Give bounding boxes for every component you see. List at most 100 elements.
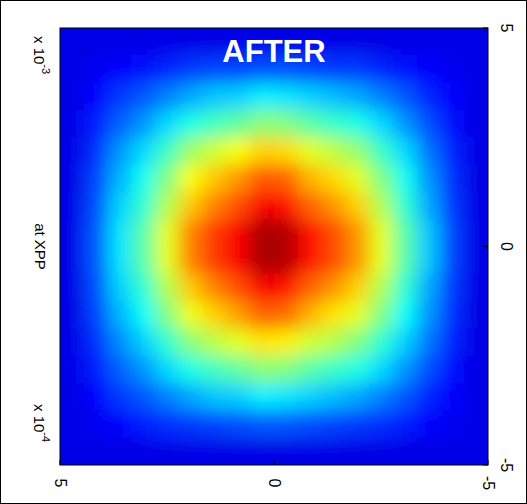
- cell: [226, 356, 250, 384]
- cell: [131, 83, 155, 111]
- cell: [179, 356, 203, 384]
- title: AFTER: [222, 34, 325, 69]
- cell: [60, 301, 84, 329]
- cell: [131, 110, 155, 138]
- cell: [274, 438, 298, 465]
- cell: [440, 301, 464, 329]
- cell: [203, 165, 227, 193]
- cell: [60, 28, 84, 56]
- cell: [60, 192, 84, 220]
- cell: [393, 55, 417, 83]
- y-tick: [483, 246, 488, 247]
- cell: [464, 219, 488, 247]
- cell: [250, 356, 274, 384]
- cell: [369, 356, 393, 384]
- cell: [417, 83, 441, 111]
- cell: [203, 219, 227, 247]
- cell: [108, 83, 132, 111]
- cell: [203, 383, 227, 411]
- cell: [84, 410, 108, 438]
- cell: [345, 165, 369, 193]
- cell: [108, 356, 132, 384]
- cell: [440, 328, 464, 356]
- cell: [108, 383, 132, 411]
- cell: [108, 301, 132, 329]
- cell: [250, 165, 274, 193]
- multiplier-base: x 10: [32, 36, 49, 64]
- cell: [179, 110, 203, 138]
- cell: [226, 83, 250, 111]
- cell: [417, 247, 441, 275]
- cell: [131, 274, 155, 302]
- axis-label: at XPP: [32, 223, 49, 270]
- cell: [179, 383, 203, 411]
- cell: [179, 83, 203, 111]
- cell: [298, 274, 322, 302]
- cell: [464, 28, 488, 56]
- cell: [298, 410, 322, 438]
- cell: [131, 219, 155, 247]
- cell: [369, 219, 393, 247]
- cell: [417, 28, 441, 56]
- cell: [298, 137, 322, 165]
- cell: [131, 410, 155, 438]
- cell: [393, 383, 417, 411]
- cell: [393, 356, 417, 384]
- cell: [274, 410, 298, 438]
- cell: [179, 55, 203, 83]
- cell: [60, 438, 84, 465]
- cell: [369, 438, 393, 465]
- cell: [417, 274, 441, 302]
- cell: [464, 328, 488, 356]
- cell: [440, 192, 464, 220]
- cell: [131, 55, 155, 83]
- cell: [393, 410, 417, 438]
- cell: [226, 137, 250, 165]
- cell: [226, 274, 250, 302]
- cell: [345, 55, 369, 83]
- cell: [464, 192, 488, 220]
- plot-ground: [60, 28, 488, 465]
- cell: [60, 356, 84, 384]
- cell: [345, 28, 369, 56]
- cell: [369, 410, 393, 438]
- cell: [250, 83, 274, 111]
- cell: [226, 438, 250, 465]
- cell: [84, 356, 108, 384]
- cell: [179, 274, 203, 302]
- cell: [203, 328, 227, 356]
- cell: [108, 410, 132, 438]
- cell: [322, 274, 346, 302]
- cell: [108, 247, 132, 275]
- cell: [179, 410, 203, 438]
- cell: [440, 247, 464, 275]
- cell: [464, 137, 488, 165]
- cell: [108, 192, 132, 220]
- cell: [464, 83, 488, 111]
- cell: [131, 192, 155, 220]
- cell: [345, 274, 369, 302]
- cell: [417, 110, 441, 138]
- cell: [60, 219, 84, 247]
- cell: [131, 165, 155, 193]
- cell: [84, 110, 108, 138]
- cell: [155, 247, 179, 275]
- cell: [250, 219, 274, 247]
- cell: [179, 192, 203, 220]
- cell: [179, 165, 203, 193]
- cell: [131, 356, 155, 384]
- cell: [203, 247, 227, 275]
- cell: [274, 192, 298, 220]
- y-tick: [483, 465, 488, 466]
- cell: [84, 192, 108, 220]
- cell: [226, 192, 250, 220]
- cell: [440, 110, 464, 138]
- x-tick-label: 0: [266, 479, 283, 488]
- cell: [322, 247, 346, 275]
- cell: [345, 219, 369, 247]
- cell: [298, 383, 322, 411]
- cell: [369, 274, 393, 302]
- cell: [393, 438, 417, 465]
- cell: [155, 356, 179, 384]
- cell: [440, 410, 464, 438]
